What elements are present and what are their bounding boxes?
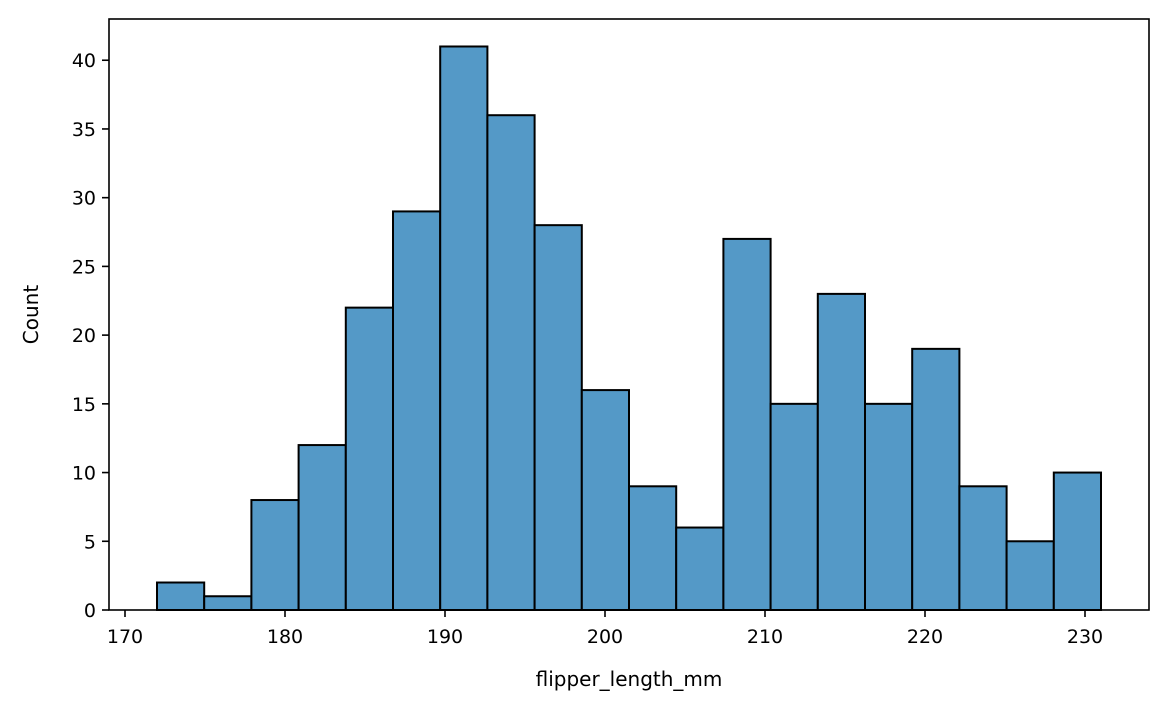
y-tick-label: 0 <box>84 600 96 622</box>
y-tick-label: 35 <box>72 119 96 141</box>
histogram-bar <box>297 444 347 611</box>
histogram-bar <box>203 595 253 611</box>
y-tick-label: 15 <box>72 394 96 416</box>
histogram-bar <box>486 114 536 612</box>
axes-frame <box>108 18 1150 611</box>
histogram-bar <box>958 485 1008 612</box>
x-tick-label: 180 <box>267 626 303 648</box>
histogram-bar <box>1005 540 1055 611</box>
x-tick-label: 230 <box>1067 626 1103 648</box>
histogram-bar <box>580 389 630 611</box>
histogram-bar <box>628 485 678 612</box>
y-tick-label: 25 <box>72 256 96 278</box>
histogram-bar <box>533 224 583 612</box>
x-axis-ticks: 170 180 190 200 210 220 230 <box>107 610 1103 648</box>
histogram-bar <box>156 581 206 612</box>
x-tick-label: 200 <box>587 626 623 648</box>
y-axis-label: Count <box>19 285 43 345</box>
histogram-bar <box>769 402 819 612</box>
histogram-bar <box>816 292 866 611</box>
x-tick-label: 170 <box>107 626 143 648</box>
histogram-bar <box>722 237 772 611</box>
histogram-bar <box>392 210 442 611</box>
y-tick-label: 10 <box>72 463 96 485</box>
x-axis-label: flipper_length_mm <box>536 667 723 691</box>
x-tick-label: 190 <box>427 626 463 648</box>
y-tick-label: 40 <box>72 50 96 72</box>
y-tick-label: 5 <box>84 531 96 553</box>
histogram-bar <box>675 526 725 612</box>
histogram-bar <box>1052 471 1103 611</box>
x-tick-label: 210 <box>747 626 783 648</box>
x-tick-label: 220 <box>907 626 943 648</box>
histogram-bar <box>439 45 489 612</box>
y-tick-label: 20 <box>72 325 96 347</box>
histogram-bar <box>864 402 914 612</box>
histogram-bar <box>344 306 394 611</box>
bars-group <box>156 45 1103 612</box>
y-axis-ticks: 0 5 10 15 20 25 30 35 40 <box>72 50 109 622</box>
histogram-bar <box>250 499 300 611</box>
y-tick-label: 30 <box>72 188 96 210</box>
histogram-bar <box>911 347 961 611</box>
